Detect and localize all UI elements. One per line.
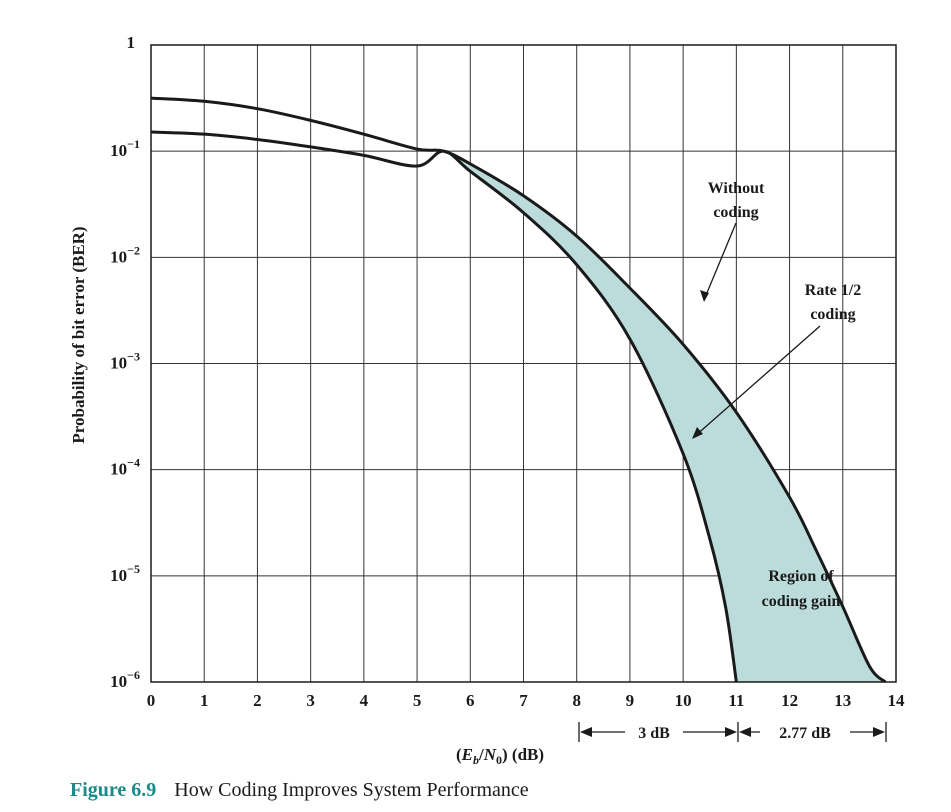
coding-gain-region (443, 151, 886, 682)
y-tick-10e-1: 10−1 (110, 137, 140, 160)
plot-frame (150, 44, 897, 683)
y-tick-10e-6: 10−6 (110, 668, 140, 691)
rate-coding-arrowhead (692, 427, 703, 439)
y-tick-10e-2: 10−2 (110, 243, 140, 266)
curve-without-coding (150, 96, 887, 684)
region-annotation: Region of coding gain (762, 568, 841, 610)
rate-coding-label-line1: Rate 1/2 (805, 282, 861, 299)
y-tick-10e-3: 10−3 (110, 350, 140, 373)
region-label-line2: coding gain (762, 593, 841, 610)
without-coding-label-line1: Without (708, 180, 765, 197)
x-tick-12: 12 (781, 691, 798, 710)
x-tick-6: 6 (466, 691, 475, 710)
x-tick-13: 13 (834, 691, 851, 710)
y-axis-label: Probability of bit error (BER) (69, 226, 88, 443)
rate-coding-annotation: Rate 1/2 coding (692, 282, 861, 439)
without-coding-leader (703, 222, 737, 301)
without-coding-annotation: Without coding (700, 180, 765, 302)
x-tick-9: 9 (626, 691, 635, 710)
x-tick-3: 3 (306, 691, 315, 710)
x-tick-11: 11 (728, 691, 744, 710)
x-tick-1: 1 (200, 691, 209, 710)
rate-coding-leader (693, 325, 821, 438)
arrowhead-3db-right (725, 727, 737, 737)
curve-rate-half-coding (150, 130, 738, 683)
y-tick-10e-4: 10−4 (110, 456, 140, 479)
x-tick-2: 2 (253, 691, 262, 710)
x-tick-8: 8 (572, 691, 581, 710)
x-tick-10: 10 (675, 691, 692, 710)
x-tick-0: 0 (147, 691, 156, 710)
x-tick-4: 4 (360, 691, 369, 710)
y-tick-1: 1 (127, 33, 136, 52)
x-tick-14: 14 (888, 691, 906, 710)
x-tick-5: 5 (413, 691, 422, 710)
y-tick-labels: 1 10−1 10−2 10−3 10−4 10−5 10−6 (110, 33, 140, 691)
arrowhead-277-left (739, 727, 751, 737)
x-axis-label: (Eb/N0) (dB) (456, 745, 544, 767)
figure-number: Figure 6.9 (70, 779, 157, 801)
x-tick-7: 7 (519, 691, 528, 710)
x-tick-labels: 0 1 2 3 4 5 6 7 8 9 10 11 12 13 14 (147, 691, 905, 710)
gain-3db-label: 3 dB (638, 725, 670, 742)
gain-arrowheads (580, 727, 885, 737)
arrowhead-3db-left (580, 727, 592, 737)
region-label-line1: Region of (768, 568, 834, 585)
gain-277db-label: 2.77 dB (779, 725, 831, 742)
figure-caption: Figure 6.9 How Coding Improves System Per… (70, 779, 529, 802)
figure-caption-text: How Coding Improves System Performance (174, 779, 529, 801)
without-coding-arrowhead (700, 290, 709, 302)
curves (150, 96, 887, 684)
without-coding-label-line2: coding (713, 204, 758, 221)
y-tick-10e-5: 10−5 (110, 562, 140, 585)
arrowhead-277-right (873, 727, 885, 737)
rate-coding-label-line2: coding (810, 306, 855, 323)
